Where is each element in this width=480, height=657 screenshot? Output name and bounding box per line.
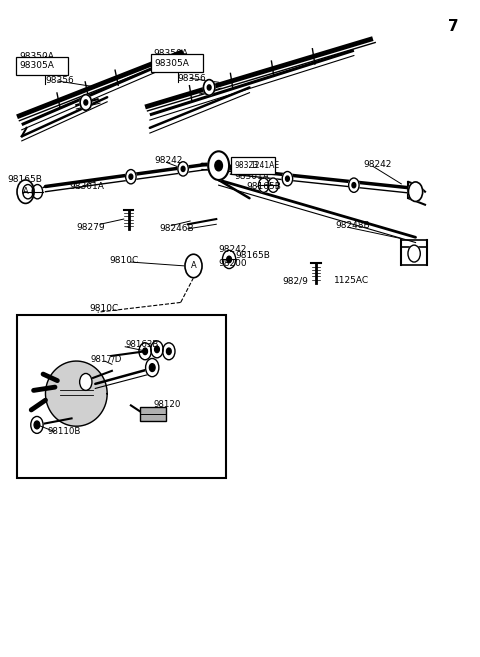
Circle shape — [167, 348, 171, 355]
Circle shape — [227, 256, 231, 263]
Text: 98242: 98242 — [155, 156, 183, 165]
Text: 98305A: 98305A — [155, 59, 190, 68]
Text: 9817/D: 9817/D — [91, 355, 122, 363]
Circle shape — [17, 180, 34, 204]
Circle shape — [204, 79, 215, 95]
Text: 98246B: 98246B — [159, 223, 194, 233]
Circle shape — [23, 185, 33, 199]
Circle shape — [145, 359, 159, 376]
Text: 7: 7 — [448, 19, 458, 34]
Text: 98165B: 98165B — [246, 182, 281, 191]
Text: 98350A: 98350A — [19, 52, 54, 60]
Circle shape — [80, 95, 92, 110]
Circle shape — [80, 373, 92, 390]
FancyBboxPatch shape — [15, 57, 68, 75]
Text: 9810C: 9810C — [109, 256, 139, 265]
Text: 98305A: 98305A — [19, 62, 54, 70]
Text: 98356: 98356 — [178, 74, 206, 83]
Circle shape — [143, 348, 147, 355]
Circle shape — [408, 245, 420, 262]
Text: 98200: 98200 — [219, 259, 247, 268]
Circle shape — [163, 343, 175, 360]
Text: 98242: 98242 — [219, 244, 247, 254]
Text: 98323: 98323 — [234, 161, 258, 170]
Circle shape — [348, 178, 359, 193]
Text: 98163B: 98163B — [125, 340, 158, 350]
Text: 98350A: 98350A — [154, 49, 189, 58]
Circle shape — [31, 417, 43, 434]
Circle shape — [129, 174, 133, 179]
Circle shape — [151, 341, 163, 358]
Text: 98120: 98120 — [153, 400, 180, 409]
Circle shape — [352, 183, 356, 188]
Text: 982/9: 982/9 — [283, 277, 309, 285]
Circle shape — [181, 166, 185, 171]
Bar — [140, 407, 167, 421]
Circle shape — [178, 162, 188, 176]
Circle shape — [155, 346, 159, 353]
Circle shape — [126, 170, 136, 184]
Text: 98248B: 98248B — [335, 221, 370, 230]
Circle shape — [408, 182, 423, 202]
Text: 98356: 98356 — [46, 76, 74, 85]
Text: 98110B: 98110B — [48, 427, 81, 436]
Text: 98301A: 98301A — [234, 172, 269, 181]
Text: 98301A: 98301A — [69, 182, 104, 191]
Text: A: A — [191, 261, 196, 271]
Circle shape — [286, 176, 289, 181]
Text: 98165B: 98165B — [235, 251, 270, 260]
Circle shape — [282, 171, 293, 186]
Circle shape — [215, 160, 222, 171]
Polygon shape — [46, 361, 107, 426]
Circle shape — [84, 100, 88, 105]
Circle shape — [149, 364, 155, 371]
Circle shape — [185, 254, 202, 278]
Text: 98165B: 98165B — [8, 175, 42, 185]
Circle shape — [268, 178, 278, 193]
Text: 1125AC: 1125AC — [334, 277, 369, 285]
Circle shape — [34, 421, 40, 429]
FancyBboxPatch shape — [151, 55, 204, 72]
Circle shape — [139, 343, 151, 360]
Circle shape — [259, 178, 269, 193]
Circle shape — [208, 151, 229, 180]
Circle shape — [207, 85, 211, 90]
Bar — [17, 315, 226, 478]
Circle shape — [222, 250, 236, 269]
Text: 9810C: 9810C — [89, 304, 119, 313]
FancyBboxPatch shape — [231, 157, 275, 174]
Text: 1241AE: 1241AE — [251, 161, 279, 170]
Text: 98242: 98242 — [363, 160, 392, 169]
Circle shape — [32, 185, 43, 199]
Text: 98279: 98279 — [76, 223, 105, 232]
Text: A: A — [23, 187, 28, 196]
